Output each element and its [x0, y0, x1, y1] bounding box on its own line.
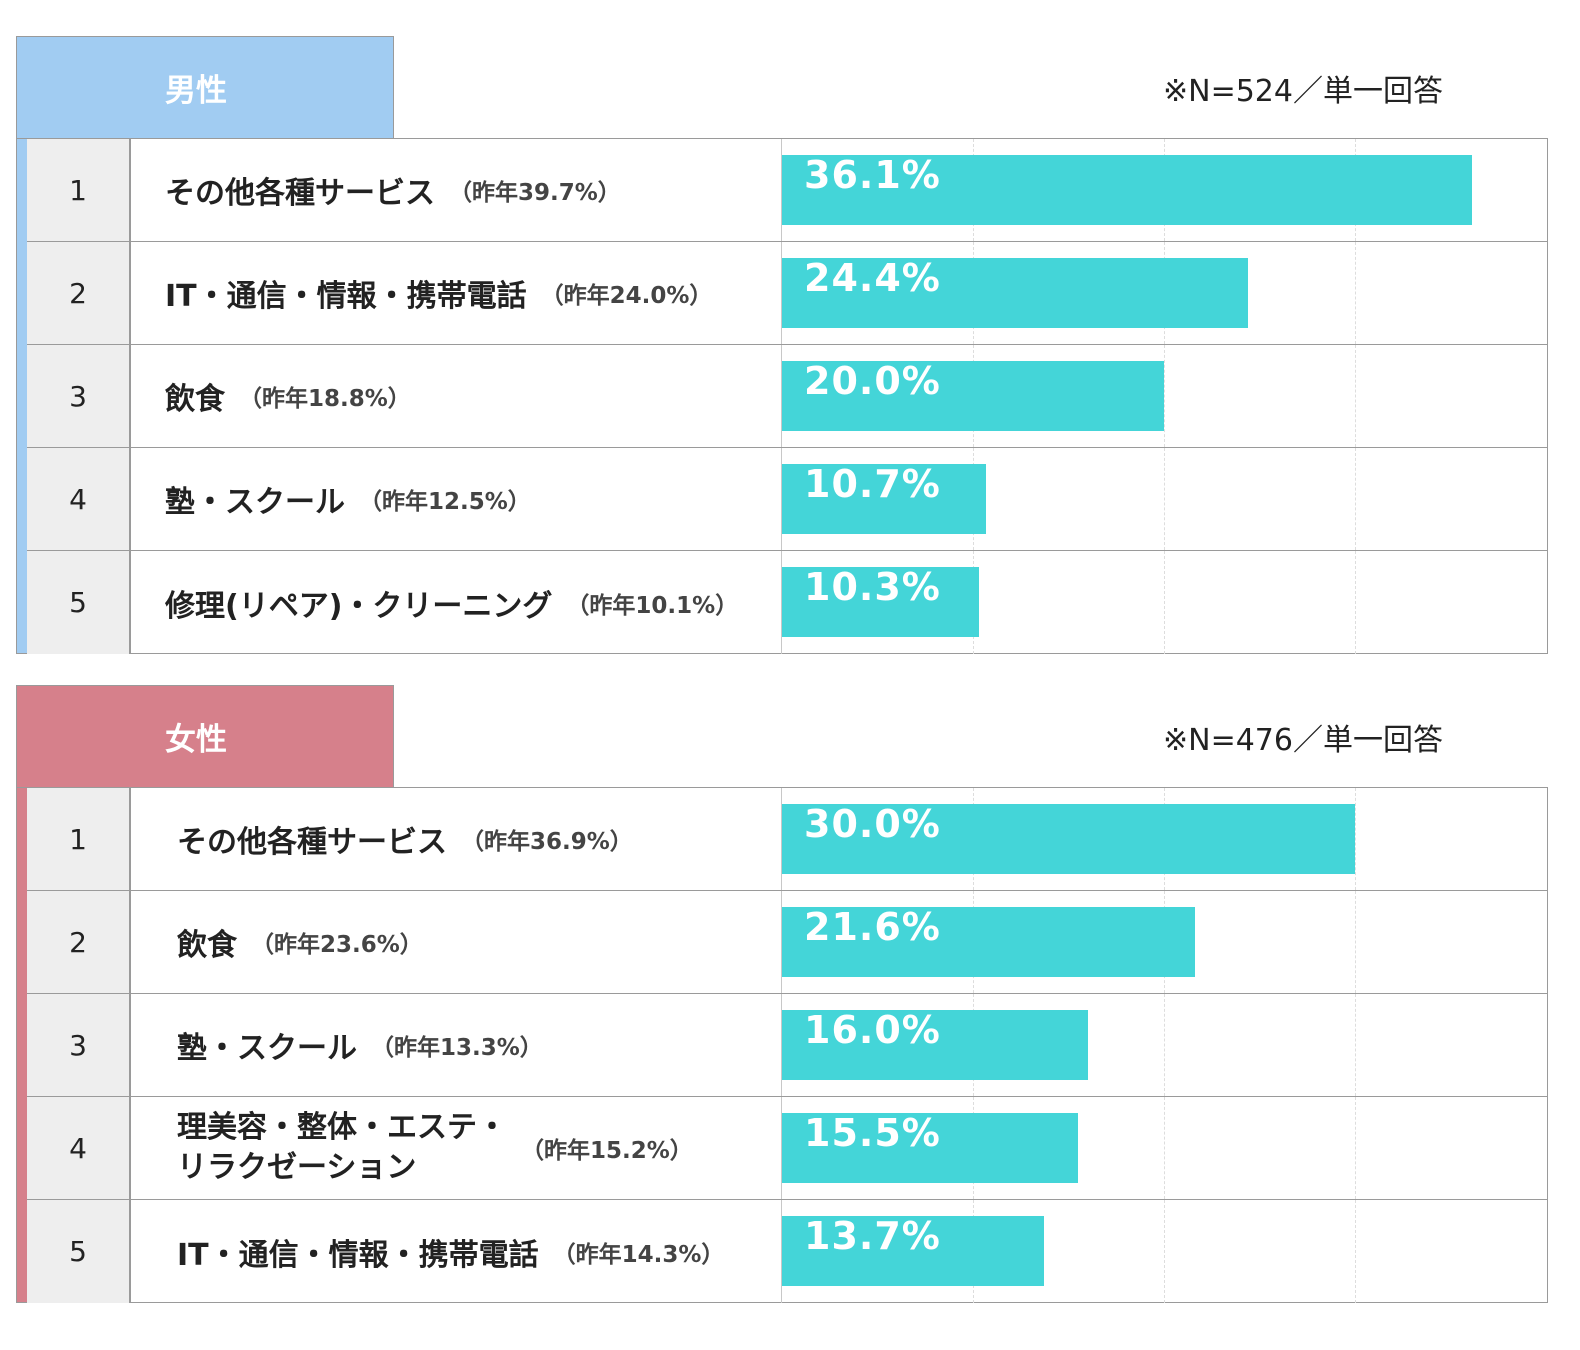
bar-cell: 24.4%	[782, 242, 1547, 344]
previous-year-label: （昨年39.7%）	[449, 180, 621, 206]
rank-cell: 5	[27, 1200, 131, 1303]
bar-value-label: 16.0%	[804, 1008, 941, 1052]
category-label: IT・通信・情報・携帯電話	[165, 279, 527, 314]
category-label: その他各種サービス	[177, 825, 447, 860]
female-table: 1 その他各種サービス （昨年36.9%） 30.0% 2 飲食 （昨年23.6…	[16, 787, 1548, 1303]
table-row: 4 理美容・整体・エステ・リラクゼーション （昨年15.2%） 15.5%	[27, 1097, 1547, 1200]
category-label: 修理(リペア)・クリーニング	[165, 588, 553, 624]
bar-cell: 13.7%	[782, 1200, 1547, 1303]
bar-mark	[782, 1113, 1078, 1183]
previous-year-label: （昨年12.5%）	[359, 489, 531, 515]
table-row: 2 飲食 （昨年23.6%） 21.6%	[27, 891, 1547, 994]
category-label: 理美容・整体・エステ・リラクゼーション	[177, 1110, 507, 1185]
category-cell: その他各種サービス （昨年36.9%）	[131, 788, 782, 890]
female-section: 女性 ※N=476／単一回答 1 その他各種サービス （昨年36.9%） 30.…	[0, 685, 1580, 1305]
rank-cell: 2	[27, 891, 131, 993]
male-tab: 男性	[16, 36, 394, 138]
male-section: 男性 ※N=524／単一回答 1 その他各種サービス （昨年39.7%） 36.…	[0, 36, 1580, 656]
table-row: 1 その他各種サービス （昨年36.9%） 30.0%	[27, 788, 1547, 891]
bar-value-label: 21.6%	[804, 905, 941, 949]
bar-cell: 10.3%	[782, 551, 1547, 654]
rank-cell: 1	[27, 788, 131, 890]
bar-cell: 36.1%	[782, 139, 1547, 241]
category-label: IT・通信・情報・携帯電話	[177, 1237, 539, 1273]
bar-cell: 16.0%	[782, 994, 1547, 1096]
table-row: 3 飲食 （昨年18.8%） 20.0%	[27, 345, 1547, 448]
category-cell: 飲食 （昨年18.8%）	[131, 345, 782, 447]
female-accent-bar	[17, 788, 27, 1302]
bar-mark	[782, 1216, 1044, 1286]
category-label: 飲食	[177, 928, 237, 963]
bar-mark	[782, 1010, 1088, 1080]
bar-value-label: 10.7%	[804, 462, 941, 506]
table-row: 4 塾・スクール （昨年12.5%） 10.7%	[27, 448, 1547, 551]
previous-year-label: （昨年36.9%）	[461, 829, 633, 855]
category-cell: IT・通信・情報・携帯電話 （昨年24.0%）	[131, 242, 782, 344]
male-title: 男性	[165, 73, 227, 109]
rank-cell: 4	[27, 1097, 131, 1199]
table-row: 5 修理(リペア)・クリーニング （昨年10.1%） 10.3%	[27, 551, 1547, 654]
rank-cell: 3	[27, 345, 131, 447]
table-row: 3 塾・スクール （昨年13.3%） 16.0%	[27, 994, 1547, 1097]
bar-value-label: 13.7%	[804, 1214, 941, 1258]
previous-year-label: （昨年15.2%）	[521, 1138, 693, 1164]
bar-value-label: 10.3%	[804, 565, 941, 609]
bar-mark	[782, 464, 986, 534]
female-sample-note: ※N=476／単一回答	[1163, 723, 1443, 758]
previous-year-label: （昨年10.1%）	[566, 592, 739, 619]
category-cell: 修理(リペア)・クリーニング （昨年10.1%）	[131, 551, 782, 654]
bar-mark	[782, 361, 1164, 431]
male-table: 1 その他各種サービス （昨年39.7%） 36.1% 2 IT・通信・情報・携…	[16, 138, 1548, 654]
bar-cell: 21.6%	[782, 891, 1547, 993]
previous-year-label: （昨年23.6%）	[251, 932, 423, 958]
male-sample-note: ※N=524／単一回答	[1163, 74, 1443, 109]
rank-cell: 2	[27, 242, 131, 344]
bar-mark	[782, 155, 1472, 225]
table-row: 5 IT・通信・情報・携帯電話 （昨年14.3%） 13.7%	[27, 1200, 1547, 1303]
bar-cell: 15.5%	[782, 1097, 1547, 1199]
category-cell: その他各種サービス （昨年39.7%）	[131, 139, 782, 241]
rank-cell: 5	[27, 551, 131, 654]
category-label: 塾・スクール	[165, 485, 345, 520]
rank-cell: 4	[27, 448, 131, 550]
table-row: 2 IT・通信・情報・携帯電話 （昨年24.0%） 24.4%	[27, 242, 1547, 345]
category-label: 飲食	[165, 382, 225, 417]
category-cell: 塾・スクール （昨年12.5%）	[131, 448, 782, 550]
bar-value-label: 36.1%	[804, 153, 941, 197]
category-cell: IT・通信・情報・携帯電話 （昨年14.3%）	[131, 1200, 782, 1303]
bar-value-label: 24.4%	[804, 256, 941, 300]
previous-year-label: （昨年13.3%）	[371, 1035, 543, 1061]
bar-value-label: 30.0%	[804, 802, 941, 846]
category-label: その他各種サービス	[165, 176, 435, 211]
category-cell: 塾・スクール （昨年13.3%）	[131, 994, 782, 1096]
female-title: 女性	[165, 722, 227, 758]
previous-year-label: （昨年14.3%）	[552, 1241, 725, 1268]
bar-value-label: 15.5%	[804, 1111, 941, 1155]
bar-cell: 10.7%	[782, 448, 1547, 550]
female-tab: 女性	[16, 685, 394, 787]
category-cell: 飲食 （昨年23.6%）	[131, 891, 782, 993]
bar-cell: 30.0%	[782, 788, 1547, 890]
bar-mark	[782, 567, 979, 637]
bar-mark	[782, 804, 1355, 874]
bar-cell: 20.0%	[782, 345, 1547, 447]
male-accent-bar	[17, 139, 27, 653]
rank-cell: 3	[27, 994, 131, 1096]
table-row: 1 その他各種サービス （昨年39.7%） 36.1%	[27, 139, 1547, 242]
bar-mark	[782, 907, 1195, 977]
bar-mark	[782, 258, 1248, 328]
previous-year-label: （昨年18.8%）	[239, 386, 411, 412]
category-cell: 理美容・整体・エステ・リラクゼーション （昨年15.2%）	[131, 1097, 782, 1199]
category-label: 塾・スクール	[177, 1031, 357, 1066]
rank-cell: 1	[27, 139, 131, 241]
previous-year-label: （昨年24.0%）	[540, 283, 713, 309]
bar-value-label: 20.0%	[804, 359, 941, 403]
